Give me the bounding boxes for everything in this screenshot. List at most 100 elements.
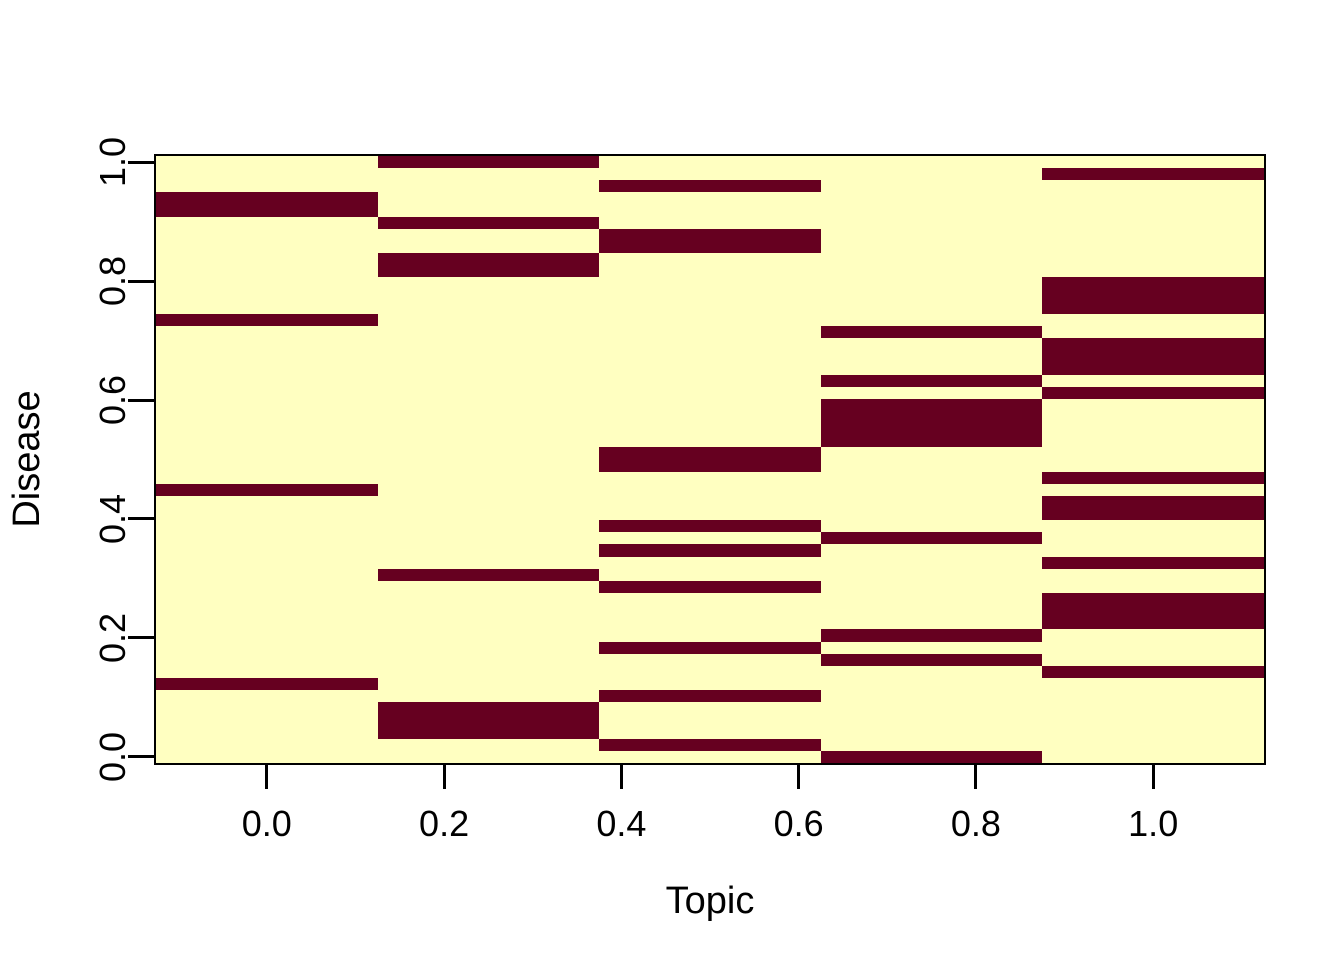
heatmap-cell [156, 459, 378, 472]
heatmap-cell [1042, 386, 1264, 399]
heatmap-cell [599, 362, 821, 375]
heatmap-cell [377, 313, 600, 326]
y-tick-label: 0.4 [92, 493, 133, 545]
heatmap-cell [377, 483, 600, 496]
heatmap-cell [156, 156, 378, 169]
heatmap-cell [377, 228, 600, 241]
heatmap-cell [599, 423, 821, 436]
heatmap-cell [377, 508, 600, 521]
heatmap-cell [156, 386, 378, 399]
heatmap-cell [156, 240, 378, 254]
heatmap-cell [820, 435, 1043, 448]
heatmap-cell [820, 495, 1043, 509]
heatmap-cell [156, 471, 378, 484]
heatmap-cell [1042, 653, 1264, 666]
heatmap-cell [1042, 532, 1264, 545]
heatmap-cell [1042, 338, 1264, 351]
heatmap-cell [377, 289, 600, 302]
heatmap-cell [1042, 556, 1264, 569]
heatmap-cell [820, 568, 1043, 581]
heatmap-cell [156, 265, 378, 278]
heatmap-cell [377, 204, 600, 217]
heatmap-cell [377, 605, 600, 618]
heatmap-cell [599, 338, 821, 351]
heatmap-cell [599, 593, 821, 606]
heatmap-cell [1042, 447, 1264, 460]
heatmap-cell [377, 738, 600, 751]
heatmap-cell [1042, 593, 1264, 606]
heatmap-cell [1042, 168, 1264, 181]
heatmap-cell [820, 580, 1043, 594]
heatmap-cell [820, 301, 1043, 314]
heatmap-cell [820, 180, 1043, 193]
heatmap-cell [1042, 508, 1264, 521]
heatmap-cell [599, 702, 821, 715]
heatmap-cell [1042, 228, 1264, 241]
x-tick-label: 0.8 [950, 803, 1001, 844]
heatmap-cell [1042, 568, 1264, 581]
y-tick-label: 0.6 [92, 374, 133, 426]
heatmap-cell [599, 447, 821, 460]
heatmap-cell [599, 204, 821, 217]
heatmap-cell [820, 240, 1043, 254]
heatmap-cell [377, 325, 600, 339]
heatmap-cell [156, 714, 378, 727]
heatmap-cell [156, 653, 378, 666]
heatmap-cell [156, 374, 378, 387]
heatmap-cell [377, 253, 600, 266]
heatmap-cell [820, 228, 1043, 241]
heatmap-cell [820, 483, 1043, 496]
heatmap-cell [377, 301, 600, 314]
heatmap-cell [377, 653, 600, 666]
heatmap-cell [1042, 313, 1264, 326]
heatmap-cell [820, 423, 1043, 436]
heatmap-cell [156, 398, 378, 411]
heatmap-cell [156, 544, 378, 557]
heatmap-cell [377, 277, 600, 290]
heatmap-cell [820, 556, 1043, 569]
heatmap-cell [599, 544, 821, 557]
heatmap-cell [377, 593, 600, 606]
heatmap-cell [1042, 253, 1264, 266]
heatmap-cell [1042, 216, 1264, 229]
heatmap-cell [156, 204, 378, 217]
heatmap-cell [1042, 398, 1264, 411]
heatmap-cell [599, 738, 821, 751]
heatmap-cell [599, 228, 821, 241]
heatmap-cell [377, 410, 600, 424]
heatmap-cell [1042, 641, 1264, 654]
heatmap-cell [1042, 301, 1264, 314]
heatmap-cell [377, 180, 600, 193]
y-tick-label: 1.0 [92, 137, 133, 188]
heatmap-cell [599, 180, 821, 193]
heatmap-cell [377, 556, 600, 569]
heatmap-cell [1042, 483, 1264, 496]
x-tick-label: 0.2 [419, 803, 470, 844]
x-tick-mark [1151, 765, 1155, 789]
heatmap-cell [599, 714, 821, 727]
heatmap-cell [820, 629, 1043, 642]
heatmap-cell [599, 289, 821, 302]
heatmap-cell [1042, 629, 1264, 642]
heatmap-cell [377, 532, 600, 545]
heatmap-cell [156, 568, 378, 581]
y-axis-title: Disease [6, 390, 48, 528]
x-tick-label: 0.0 [241, 803, 292, 844]
heatmap-cell [599, 678, 821, 691]
y-tick-mark [128, 398, 154, 402]
heatmap-cell [156, 726, 378, 739]
heatmap-cell [156, 338, 378, 351]
heatmap-cell [156, 678, 378, 691]
heatmap-cell [1042, 374, 1264, 387]
heatmap-cell [377, 726, 600, 739]
heatmap-cell [377, 350, 600, 363]
heatmap-cell [820, 216, 1043, 229]
heatmap-cell [1042, 192, 1264, 205]
heatmap-cell [820, 726, 1043, 739]
heatmap-cell [377, 192, 600, 205]
x-tick-label: 0.6 [773, 803, 824, 844]
y-tick-mark [128, 636, 154, 640]
heatmap-cell [820, 714, 1043, 727]
heatmap-cell [156, 738, 378, 751]
